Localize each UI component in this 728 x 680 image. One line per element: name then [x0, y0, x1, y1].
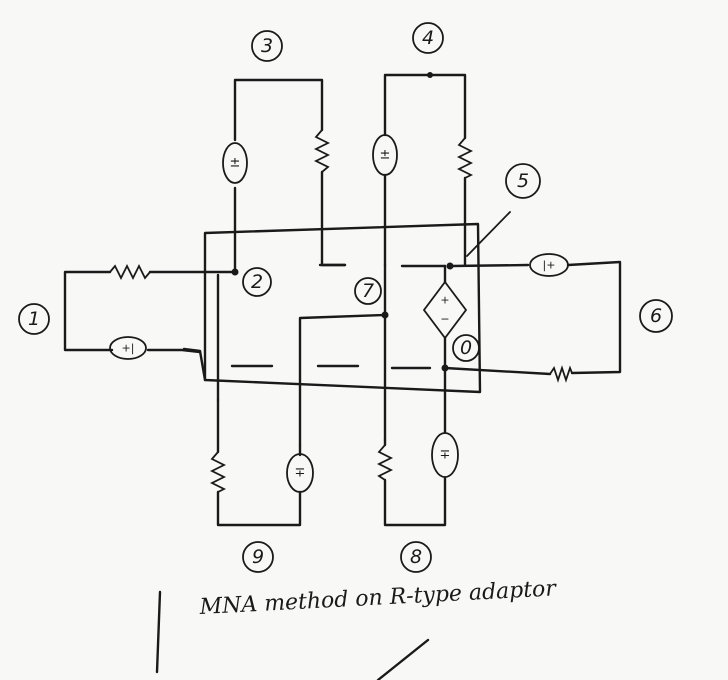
margin-line: [155, 590, 162, 674]
node-1-label: 1: [28, 308, 40, 330]
node-7-wire: [298, 263, 387, 447]
node-0-circle: [452, 334, 480, 362]
source-right-top: [372, 134, 398, 176]
source-port-6: [529, 253, 569, 277]
resistor-loop-3: [313, 129, 331, 173]
source-right-top-symbol: ±: [380, 148, 391, 163]
node-6-circle: [639, 299, 673, 333]
node-4-label: 4: [422, 27, 434, 49]
loop-8-wire: [383, 366, 447, 527]
node-9-circle: [242, 541, 274, 573]
source-bottom-right-symbol: ∓: [440, 448, 451, 463]
checkmark-stroke: [376, 638, 430, 680]
node-2-label: 2: [251, 271, 263, 293]
resistor-loop-8: [376, 444, 394, 481]
dependent-source: [422, 280, 468, 340]
node-1-circle: [18, 303, 50, 335]
loop-9-wire: [216, 398, 302, 527]
dep-source-plus: +: [440, 294, 449, 307]
port-6-wire: [443, 260, 622, 376]
resistor-loop-4: [456, 137, 474, 179]
node-7-circle: [354, 277, 382, 305]
dep-source-minus: −: [440, 313, 449, 326]
node-5-pointer: [466, 211, 511, 257]
node-8-label: 8: [410, 546, 422, 568]
adaptor-box: [203, 222, 482, 394]
source-port-1: [109, 336, 147, 360]
node-2-junction: [231, 268, 239, 276]
loop-4-wire: [383, 73, 467, 267]
node-7-label: 7: [362, 280, 374, 302]
resistor-loop-9: [209, 451, 227, 493]
node-9-label: 9: [252, 546, 264, 568]
node-5-circle: [505, 163, 541, 199]
source-port-1-symbol: +|: [122, 342, 135, 355]
node-4-junction: [427, 72, 433, 78]
source-left-top-symbol: ±: [230, 156, 241, 171]
source-port-6-symbol: |+: [543, 259, 556, 272]
node-7-junction: [381, 311, 389, 319]
source-left-top: [222, 142, 248, 184]
node-0-label: 0: [460, 337, 472, 359]
node-8-circle: [400, 541, 432, 573]
resistor-port-1: [109, 263, 151, 281]
loop-3-wire: [233, 78, 347, 272]
node-3-label: 3: [261, 35, 273, 57]
node-5-junction: [446, 262, 454, 270]
node-2-circle: [242, 267, 272, 297]
source-bottom-right: [431, 432, 459, 478]
caption-text: MNA method on R-type adaptor: [198, 576, 558, 620]
node-3-circle: [251, 30, 283, 62]
internal-bus: [230, 263, 447, 370]
source-bottom-left-symbol: ∓: [295, 466, 306, 481]
port-1-wire: [63, 270, 234, 354]
resistor-port-6: [549, 365, 573, 383]
node-6-label: 6: [650, 305, 662, 327]
source-bottom-left: [286, 453, 314, 493]
node-5-label: 5: [517, 170, 529, 192]
port-1-terminal: [182, 347, 207, 382]
node-4-circle: [412, 22, 444, 54]
